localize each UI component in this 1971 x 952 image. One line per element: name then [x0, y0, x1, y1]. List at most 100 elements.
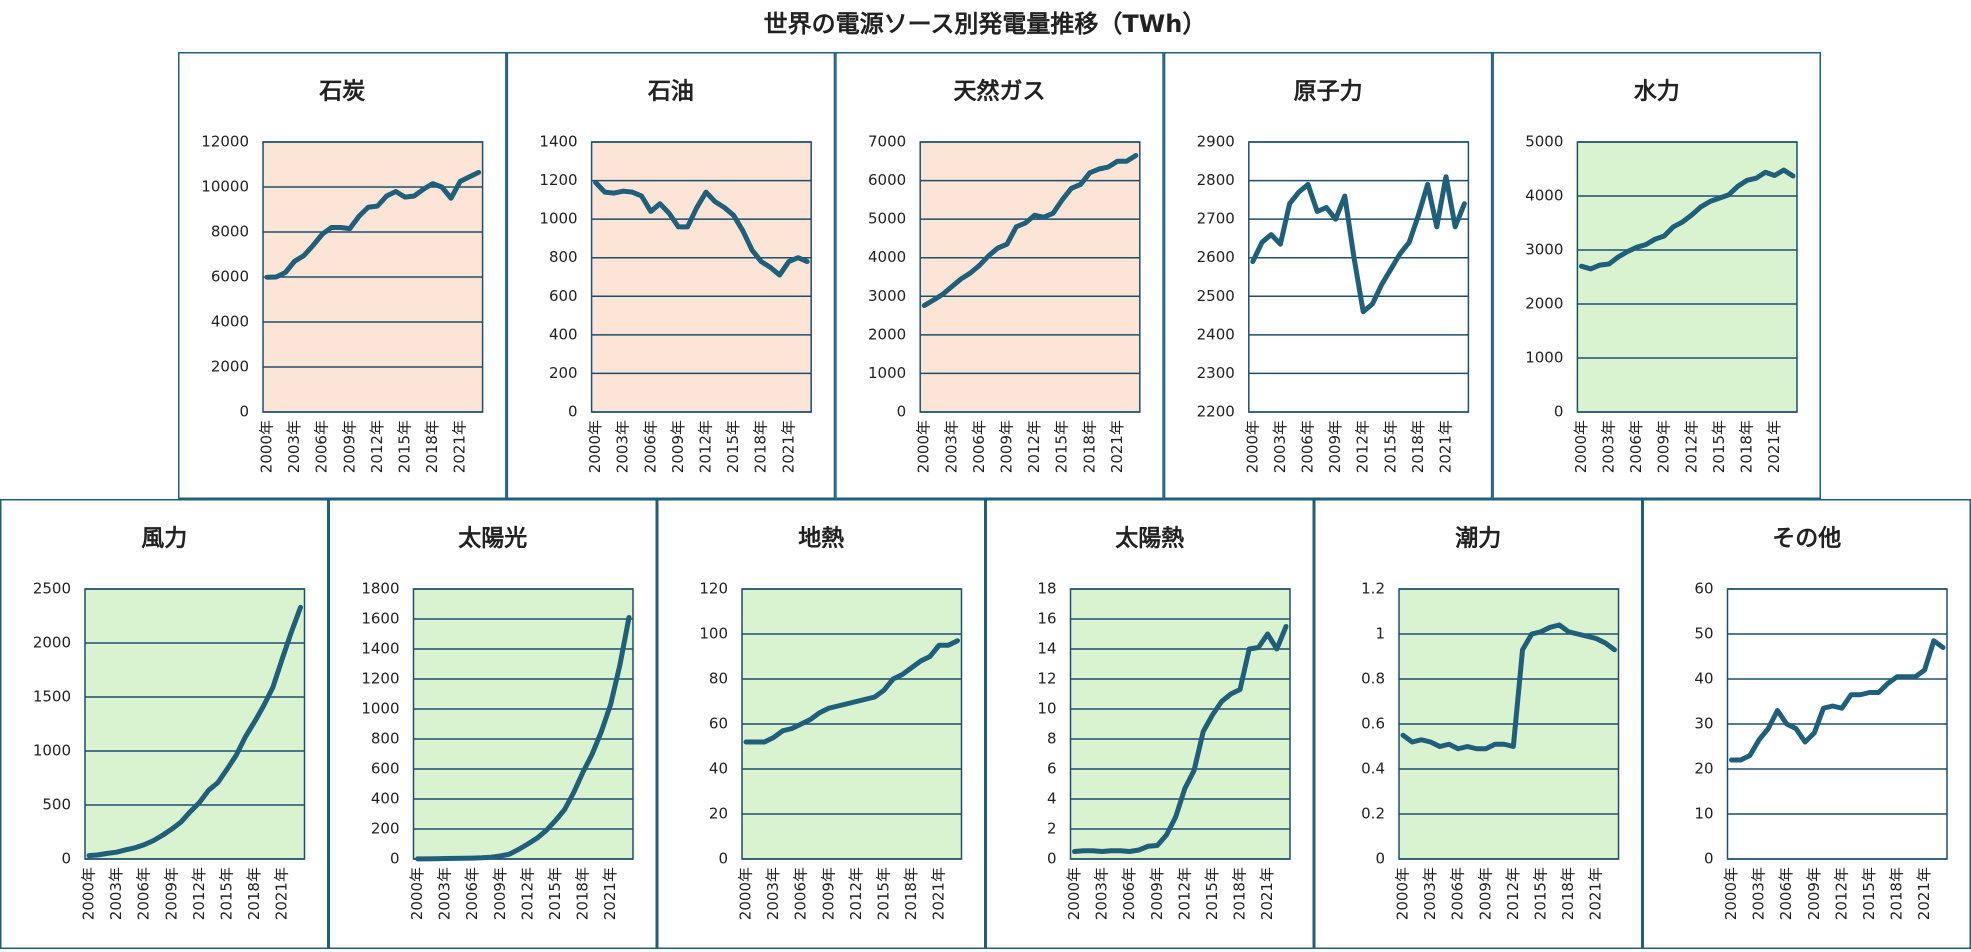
y-tick-label: 1000 [33, 742, 71, 760]
y-tick-label: 20 [709, 805, 728, 823]
x-tick-label: 2000年 [915, 420, 933, 473]
y-tick-label: 600 [371, 760, 400, 778]
chart-panel: その他 0 10 20 30 40 50 60 2000年 2003年 2006年 2009年 2012… [1642, 499, 1971, 949]
x-tick-label: 2000年 [1394, 867, 1412, 920]
chart-panel: 天然ガス 0 1000 2000 3000 4000 5000 6000 7000 2000年 20… [835, 52, 1164, 499]
x-tick-label: 2012年 [190, 867, 208, 920]
y-tick-label: 7000 [868, 133, 906, 151]
y-tick-label: 0 [239, 403, 249, 421]
x-tick-label: 2009年 [491, 867, 509, 920]
y-tick-label: 4000 [868, 248, 906, 266]
x-tick-label: 2015年 [546, 867, 564, 920]
x-tick-label: 2000年 [1065, 867, 1083, 920]
x-tick-label: 2021年 [601, 867, 619, 920]
x-tick-label: 2021年 [930, 867, 948, 920]
x-tick-label: 2018年 [245, 867, 263, 920]
y-tick-label: 0 [1047, 850, 1057, 868]
y-tick-label: 6000 [868, 171, 906, 189]
y-tick-label: 1400 [539, 133, 577, 151]
x-tick-label: 2021年 [1258, 867, 1276, 920]
y-tick-label: 2700 [1197, 210, 1235, 228]
y-tick-label: 0 [1554, 403, 1564, 421]
plot-area [590, 141, 812, 413]
y-tick-label: 2300 [1197, 364, 1235, 382]
chart-panel: 風力 0 500 1000 1500 2000 2500 2000年 2003年 2006年 200… [0, 499, 329, 949]
x-tick-label: 2009年 [340, 420, 358, 473]
plot-area [919, 141, 1141, 413]
y-tick-label: 50 [1694, 625, 1713, 643]
chart-panel: 地熱 0 20 40 60 80 100 120 2000年 2003年 2006年 2009年 201… [657, 499, 986, 949]
plot-area [84, 588, 306, 860]
x-tick-label: 2000年 [1243, 420, 1261, 473]
chart-title: 風力 [141, 526, 187, 552]
x-tick-label: 2015年 [1381, 420, 1399, 473]
x-tick-label: 2003年 [1421, 867, 1439, 920]
x-tick-label: 2021年 [1765, 420, 1783, 473]
chart-title: 石油 [647, 79, 694, 105]
y-tick-label: 5000 [868, 210, 906, 228]
y-tick-label: 2200 [1197, 403, 1235, 421]
x-tick-label: 2000年 [408, 867, 426, 920]
y-tick-label: 10 [1694, 805, 1713, 823]
y-tick-label: 12000 [201, 133, 249, 151]
x-tick-label: 2006年 [1299, 420, 1317, 473]
y-tick-label: 2500 [33, 580, 71, 598]
y-tick-label: 1800 [361, 580, 399, 598]
x-tick-label: 2009年 [669, 420, 687, 473]
x-tick-label: 2012年 [1682, 420, 1700, 473]
x-tick-label: 2021年 [779, 420, 797, 473]
x-tick-label: 2000年 [80, 867, 98, 920]
y-tick-label: 1000 [539, 210, 577, 228]
y-tick-label: 2800 [1197, 171, 1235, 189]
chart-panel: 石炭 0 2000 4000 6000 8000 10000 12000 2000年 2003年 2… [178, 52, 507, 499]
x-tick-label: 2018年 [1409, 420, 1427, 473]
x-tick-label: 2006年 [970, 420, 988, 473]
y-tick-label: 3000 [1525, 241, 1563, 259]
x-tick-label: 2015年 [1531, 867, 1549, 920]
y-tick-label: 2 [1047, 820, 1057, 838]
y-tick-label: 0 [718, 850, 728, 868]
y-tick-label: 8 [1047, 730, 1057, 748]
y-tick-label: 0 [1704, 850, 1714, 868]
x-tick-label: 2009年 [1655, 420, 1673, 473]
y-tick-label: 0 [897, 403, 907, 421]
x-tick-label: 2012年 [518, 867, 536, 920]
x-tick-label: 2015年 [1860, 867, 1878, 920]
x-tick-label: 2021年 [273, 867, 291, 920]
x-tick-label: 2000年 [1722, 867, 1740, 920]
data-line [86, 604, 303, 859]
y-tick-label: 0 [390, 850, 400, 868]
x-tick-label: 2015年 [1710, 420, 1728, 473]
x-tick-label: 2006年 [641, 420, 659, 473]
data-line [1072, 624, 1289, 854]
y-tick-label: 100 [699, 625, 728, 643]
y-tick-label: 10 [1037, 700, 1056, 718]
y-tick-label: 4 [1047, 790, 1057, 808]
x-tick-label: 2012年 [847, 867, 865, 920]
x-tick-label: 2000年 [737, 867, 755, 920]
y-tick-label: 30 [1694, 715, 1713, 733]
y-tick-label: 0 [1375, 850, 1385, 868]
main-title: 世界の電源ソース別発電量推移（TWh） [764, 10, 1207, 38]
chart-panel: 原子力 2200 2300 2400 2500 2600 2700 2800 2900 2000年… [1163, 52, 1493, 499]
x-tick-label: 2009年 [998, 420, 1016, 473]
y-tick-label: 40 [709, 760, 728, 778]
x-tick-label: 2018年 [423, 420, 441, 473]
y-tick-label: 80 [709, 670, 728, 688]
y-tick-label: 0.8 [1361, 670, 1385, 688]
x-tick-label: 2012年 [1832, 867, 1850, 920]
x-tick-label: 2009年 [162, 867, 180, 920]
x-tick-label: 2003年 [1271, 420, 1289, 473]
data-line [415, 615, 632, 862]
y-tick-label: 0.4 [1361, 760, 1385, 778]
y-tick-label: 18 [1037, 580, 1056, 598]
y-tick-label: 0.2 [1361, 805, 1385, 823]
y-tick-label: 40 [1694, 670, 1713, 688]
x-tick-label: 2003年 [764, 867, 782, 920]
y-tick-label: 6000 [211, 268, 249, 286]
y-tick-label: 1000 [361, 700, 399, 718]
y-tick-label: 800 [371, 730, 400, 748]
data-line [1578, 167, 1796, 272]
y-tick-label: 800 [549, 248, 578, 266]
x-tick-label: 2000年 [1572, 420, 1590, 473]
